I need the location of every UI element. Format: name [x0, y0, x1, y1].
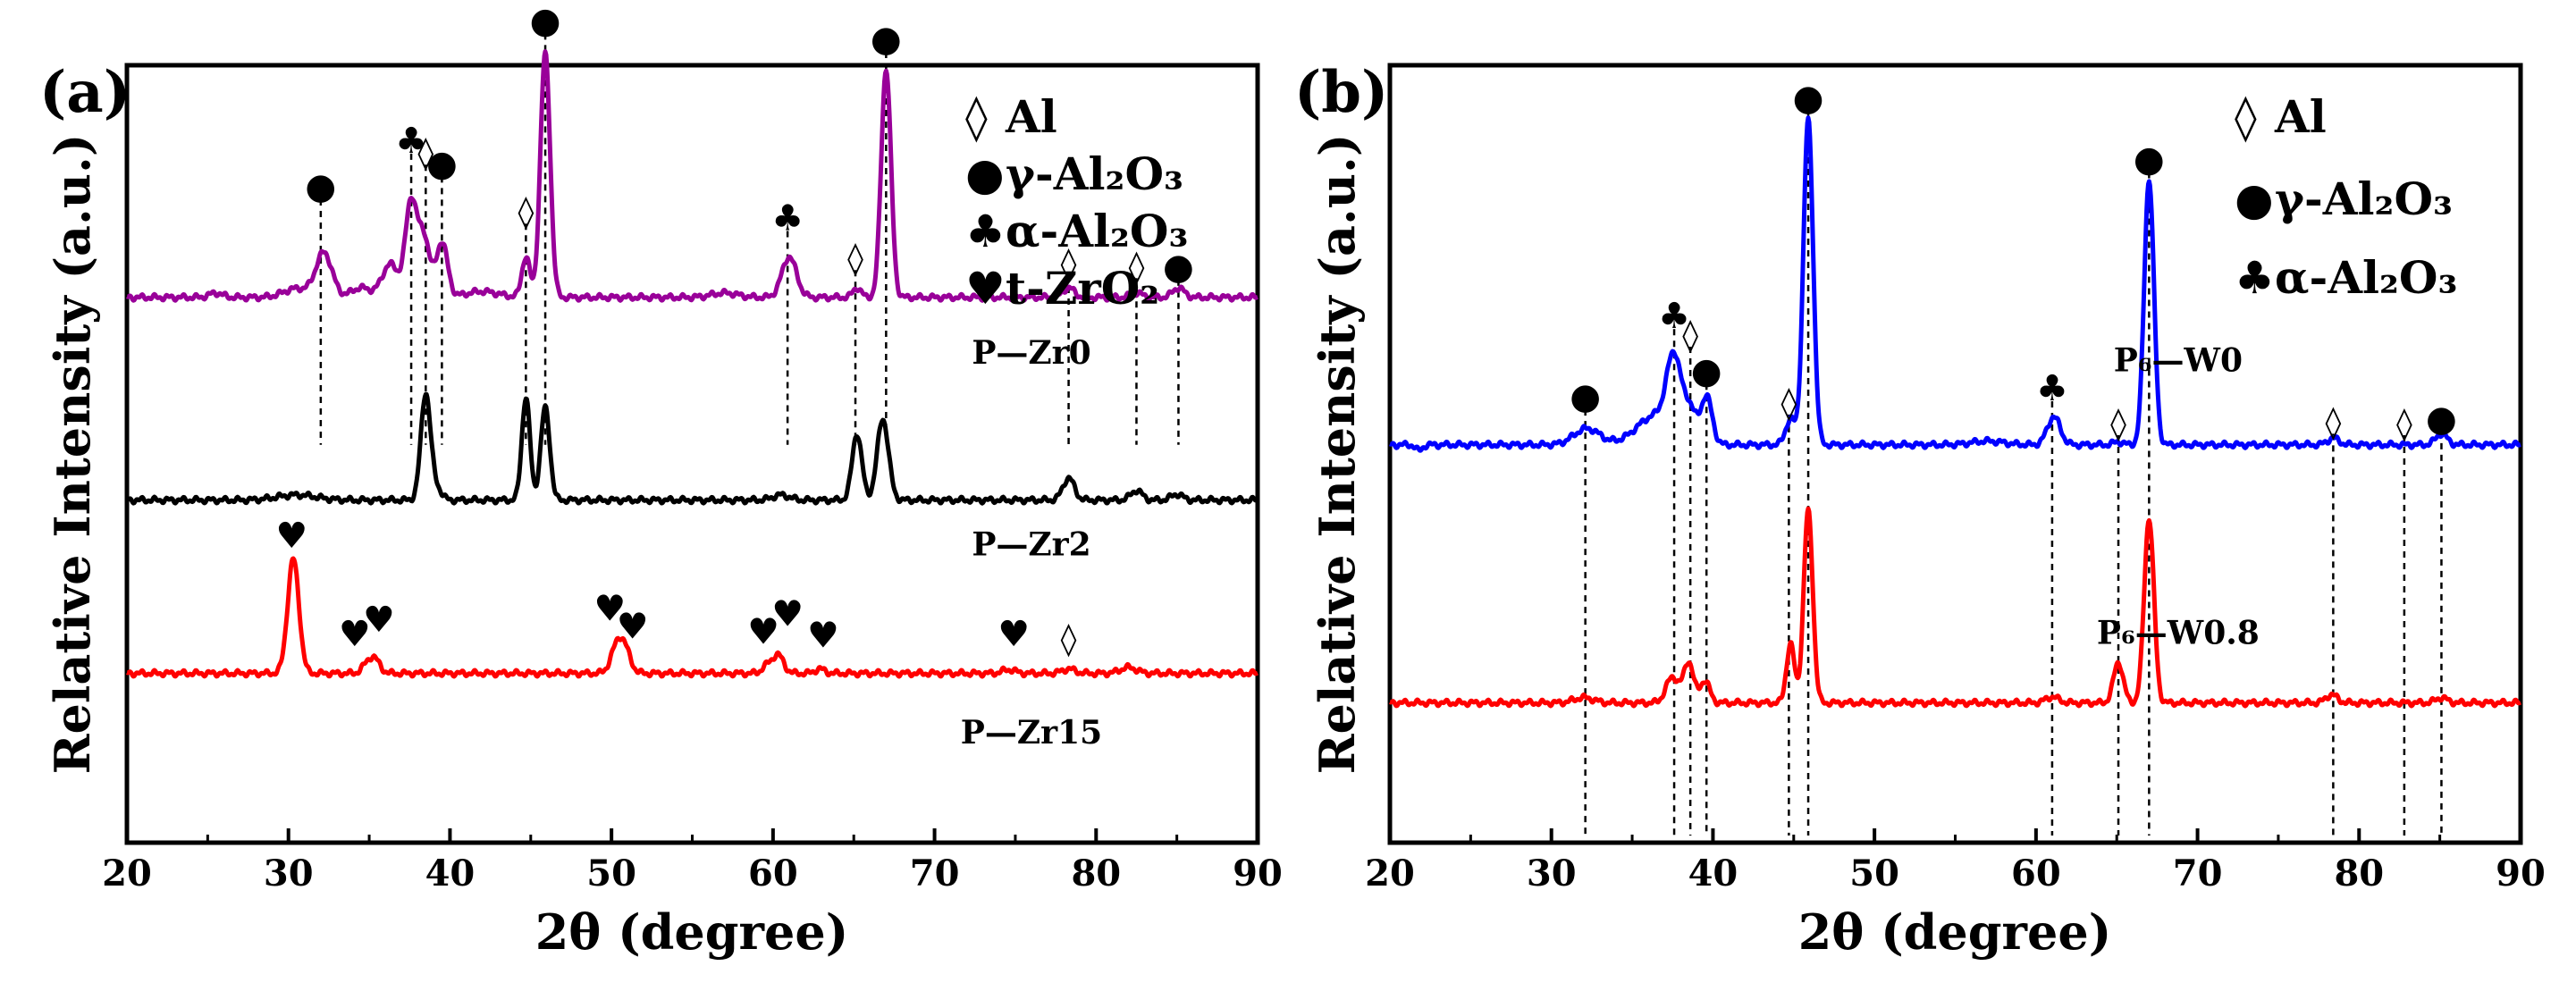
x-tick-label: 20	[1365, 852, 1415, 894]
phase-marker: ◊	[1061, 621, 1077, 658]
phase-marker: ◊	[1682, 317, 1698, 354]
legend-label: γ-Al₂O₃	[1006, 147, 1183, 200]
phase-marker: ●	[426, 143, 458, 184]
sample-labels: P₆—W0 P₆—W0.8	[2097, 341, 2260, 651]
phase-marker: ●	[1163, 247, 1194, 288]
phase-marker: ♥	[275, 516, 307, 557]
spectra	[1388, 115, 2522, 709]
x-tick-label: 30	[1527, 852, 1577, 894]
legend-label: α-Al₂O₃	[2275, 251, 2457, 304]
y-axis-title: Relative Intensity (a.u.)	[1309, 134, 1366, 775]
phase-marker: ◊	[417, 135, 434, 172]
legend-symbol: ●	[2235, 172, 2274, 225]
x-tick-label: 60	[748, 852, 798, 894]
phase-marker: ♣	[395, 121, 427, 162]
phase-marker: ●	[1793, 78, 1824, 119]
x-tick-label: 70	[910, 852, 960, 894]
phase-markers: ●♣◊●◊●♣◊●◊ ◊ ●♥♥♥ ♥♥ ♥♥♥ ♥ ◊	[275, 0, 1194, 658]
phase-marker: ◊	[2110, 406, 2126, 442]
x-tick-label: 30	[264, 852, 314, 894]
legend-label: α-Al₂O₃	[1006, 205, 1188, 257]
panel-label: (a)	[39, 59, 130, 126]
phase-marker: ♥	[363, 600, 395, 641]
panel-a: (a) Relative Intensity (a.u.) 2θ (degree…	[39, 0, 1283, 961]
sample-label: P—Zr2	[972, 526, 1090, 564]
phase-marker: ♣	[771, 197, 804, 239]
legend-symbol: ◊	[2235, 90, 2257, 143]
x-tick-label: 50	[586, 852, 636, 894]
spectrum-line	[1388, 115, 2522, 453]
sample-labels: P—Zr0 P—Zr2 P—Zr15	[961, 334, 1102, 752]
phase-legend: ◊ Al ● γ-Al₂O₃ ♣ α-Al₂O₃	[2235, 90, 2457, 304]
x-axis-title: 2θ (degree)	[535, 903, 849, 961]
phase-marker: ◊	[518, 194, 534, 231]
spectra	[125, 49, 1259, 679]
phase-legend: ◊ Al ● γ-Al₂O₃ ♣ α-Al₂O₃ ♥ t-ZrO₂	[965, 90, 1188, 315]
x-tick-label: 60	[2011, 852, 2061, 894]
phase-marker: ♣	[2036, 368, 2068, 409]
phase-marker: ◊	[1129, 248, 1145, 285]
panel-label: (b)	[1294, 59, 1388, 126]
phase-marker: ◊	[2396, 406, 2412, 442]
x-tick-label: 90	[1233, 852, 1283, 894]
peak-guide-lines	[1584, 111, 2443, 836]
legend-label: t-ZrO₂	[1006, 262, 1159, 315]
y-axis-title: Relative Intensity (a.u.)	[44, 134, 101, 775]
legend-symbol: ◊	[965, 90, 988, 143]
phase-marker: ♣	[1658, 296, 1690, 337]
legend-symbol: ♣	[2235, 251, 2275, 304]
spectrum-line	[1388, 506, 2522, 709]
phase-marker: ♥	[747, 611, 779, 652]
phase-marker: ●	[530, 0, 561, 41]
phase-marker: ♥	[771, 594, 804, 635]
phase-markers: ●♣◊●◊●♣◊●◊ ◊ ●	[1570, 78, 2457, 442]
panel-b: (b) Relative Intensity (a.u.) 2θ (degree…	[1294, 59, 2546, 961]
x-tick-label: 40	[425, 852, 476, 894]
x-axis-ticks: 20 30 40 50 60 70 80 90	[102, 828, 1283, 894]
sample-label: P—Zr0	[972, 334, 1090, 372]
sample-label: P₆—W0	[2114, 341, 2243, 379]
phase-marker: ♥	[339, 614, 371, 655]
legend-symbol: ♣	[965, 205, 1006, 257]
phase-marker: ♥	[807, 615, 839, 656]
spectrum-line	[125, 391, 1259, 506]
phase-marker: ●	[305, 166, 336, 207]
legend-label: γ-Al₂O₃	[2275, 172, 2453, 225]
x-tick-label: 50	[1849, 852, 1899, 894]
phase-marker: ♥	[998, 614, 1030, 655]
sample-label: P₆—W0.8	[2097, 615, 2260, 652]
legend-label: Al	[2274, 90, 2327, 143]
phase-marker: ◊	[1061, 246, 1077, 282]
phase-marker: ◊	[1780, 385, 1797, 422]
spectrum-line	[125, 49, 1259, 303]
sample-label: P—Zr15	[961, 714, 1102, 752]
x-tick-label: 20	[102, 852, 152, 894]
phase-marker: ●	[1570, 376, 1601, 417]
legend-symbol: ●	[965, 147, 1005, 200]
x-tick-label: 80	[1071, 852, 1121, 894]
x-tick-label: 40	[1688, 852, 1738, 894]
x-tick-label: 70	[2173, 852, 2223, 894]
phase-marker: ●	[2426, 399, 2457, 440]
phase-marker: ♥	[617, 607, 649, 648]
phase-marker: ♥	[593, 589, 626, 630]
spectrum-line	[125, 556, 1259, 679]
phase-marker: ●	[2134, 139, 2165, 180]
phase-marker: ●	[871, 19, 902, 60]
phase-marker: ●	[1691, 350, 1722, 391]
x-axis-title: 2θ (degree)	[1798, 903, 2112, 961]
legend-label: Al	[1005, 90, 1057, 143]
phase-marker: ◊	[847, 240, 863, 277]
x-tick-label: 80	[2334, 852, 2384, 894]
phase-marker: ◊	[2325, 404, 2341, 441]
x-tick-label: 90	[2496, 852, 2546, 894]
legend-symbol: ♥	[965, 262, 1006, 315]
x-axis-ticks: 20 30 40 50 60 70 80 90	[1365, 828, 2546, 894]
